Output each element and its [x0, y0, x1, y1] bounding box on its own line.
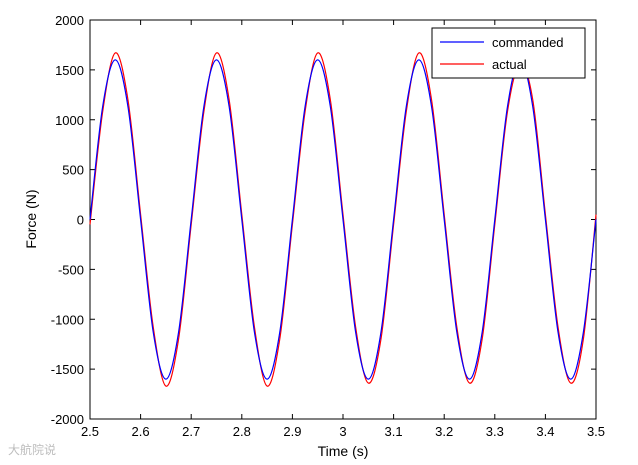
x-tick-label: 2.8: [233, 424, 251, 439]
y-axis-label: Force (N): [23, 189, 39, 248]
series-lines: [89, 52, 597, 387]
y-tick-label: 1500: [55, 63, 84, 78]
y-tick-label: -2000: [51, 412, 84, 427]
x-tick-label: 3: [339, 424, 346, 439]
legend-label-commanded: commanded: [492, 35, 564, 50]
x-tick-label: 2.9: [283, 424, 301, 439]
x-tick-label: 2.7: [182, 424, 200, 439]
y-tick-label: 0: [77, 213, 84, 228]
legend-box: [431, 27, 586, 79]
x-axis-label: Time (s): [318, 443, 369, 459]
legend-label-actual: actual: [492, 57, 527, 72]
y-tick-label: -1500: [51, 362, 84, 377]
x-tick-label: 3.2: [435, 424, 453, 439]
x-tick-label: 3.5: [587, 424, 605, 439]
y-tick-label: -1000: [51, 312, 84, 327]
legend: commanded actual: [431, 27, 586, 79]
y-tick-label: -500: [58, 262, 84, 277]
y-axis-ticks: -2000 -1500 -1000 -500 0 500 1000 1500 2000: [51, 13, 596, 427]
x-tick-label: 2.5: [81, 424, 99, 439]
series-line-commanded: [89, 59, 597, 380]
x-tick-label: 3.3: [486, 424, 504, 439]
x-tick-label: 3.1: [385, 424, 403, 439]
y-tick-label: 500: [62, 163, 84, 178]
watermark-text: 大航院说: [8, 443, 57, 457]
x-tick-label: 3.4: [536, 424, 554, 439]
y-tick-label: 2000: [55, 13, 84, 28]
x-tick-label: 2.6: [132, 424, 150, 439]
y-tick-label: 1000: [55, 113, 84, 128]
x-axis-ticks: 2.5 2.6 2.7 2.8 2.9 3 3.1 3.2 3.3 3.4 3.5: [81, 20, 605, 439]
